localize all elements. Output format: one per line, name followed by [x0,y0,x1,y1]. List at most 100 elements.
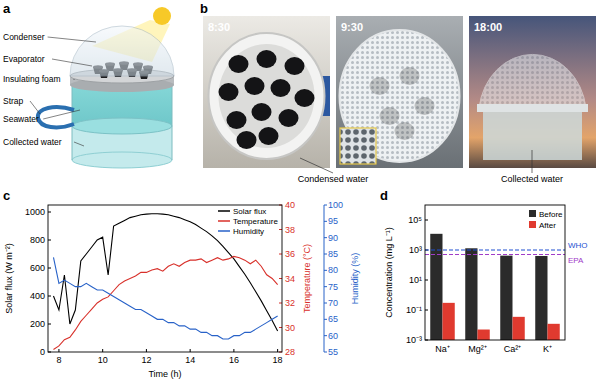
evaporator [252,103,272,121]
legend-label: After [539,221,556,230]
line-series [53,214,277,331]
rim [477,104,588,112]
condenser [479,54,586,108]
evaporator [229,55,249,73]
y3-tick-label: 65 [328,314,338,324]
seawater [72,84,172,160]
line-series [53,256,277,349]
bar [465,248,477,340]
x-tick-label: 8 [56,355,61,365]
evaporator [279,109,299,127]
y3-tick-label: 90 [328,233,338,243]
leader-line [48,37,96,42]
photo-bg [203,16,330,168]
evaporator [295,89,315,107]
y3-tick [324,335,327,336]
evaporator [259,127,279,145]
x-tick-label: Mg²⁺ [468,344,487,354]
container-edge [172,84,173,160]
y2-tick-label: 38 [285,225,295,235]
x-tick [233,349,234,352]
diagram-label: Collected water [3,137,62,147]
evaporator [271,79,291,97]
caption: Collected water [501,174,563,184]
y3-tick [324,303,327,304]
y2-tick-label: 30 [285,323,295,333]
y-tick [425,220,428,221]
y-axis-label: Solar flux (W m⁻²) [4,243,14,314]
y3-tick [324,319,327,320]
x-tick-label: 16 [229,355,239,365]
diagram-label: Condenser [3,32,45,42]
evaporator-shadow [395,122,415,140]
time-label: 9:30 [341,21,363,33]
legend-swatch [218,230,230,232]
reference-line [425,249,565,250]
panel-letter: b [200,1,208,16]
diagram-label: Strap [3,96,24,106]
y3-tick [324,270,327,271]
diagram-label: Seawater [3,114,39,124]
x-tick-label: Na⁺ [435,344,450,354]
x-tick-label: 14 [185,355,195,365]
evaporator-shadow [400,67,420,85]
plot-frame [425,205,565,340]
y2-axis-label: Temperature (°C) [302,244,312,313]
leader-line [30,101,40,114]
y-tick-label: 10⁻³ [406,335,422,345]
y2-tick [279,303,282,304]
y-tick-label: 10³ [409,245,422,255]
bar [500,256,512,340]
legend-swatch [529,210,536,217]
y-tick-label: 10⁵ [408,215,422,225]
y-tick-label: 0 [40,347,45,357]
y-tick-label: 10⁻¹ [406,305,422,315]
y3-tick-label: 85 [328,249,338,259]
bar [478,330,490,340]
y3-tick-label: 80 [328,265,338,275]
leader-line [52,59,92,66]
lines [53,214,277,350]
time-label: 8:30 [208,21,230,33]
bar [443,303,455,340]
evaporator [219,83,239,101]
reference-label: EPA [568,256,584,265]
y-tick [425,280,428,281]
bar [548,324,560,340]
legend-label: Before [539,210,563,219]
y3-tick-label: 55 [328,347,338,357]
y-axis-label: Concentration (mg L⁻¹) [384,227,394,318]
y3-axis-label: Humidity (%) [350,253,360,305]
x-tick-label: Ca²⁺ [504,344,522,354]
panel-letter: a [3,1,11,16]
y3-tick [324,254,327,255]
bar [535,256,547,340]
caption: Condensed water [298,174,369,184]
y3-tick [324,352,327,353]
y2-tick-label: 32 [285,298,295,308]
y-tick-label: 400 [30,291,45,301]
y2-tick-label: 40 [285,200,295,210]
evaporator [237,131,257,149]
evaporator-shadow [370,77,390,95]
evaporator [245,77,265,95]
photo-bg [336,16,463,168]
y3-tick [324,286,327,287]
legend-swatch [529,221,536,228]
y3-tick-label: 95 [328,216,338,226]
caption-pointer [300,158,333,173]
y-tick-label: 200 [30,319,45,329]
y2-tick-label: 36 [285,249,295,259]
collected-water [483,108,582,160]
y3-tick-label: 60 [328,331,338,341]
leader-line [74,79,75,80]
caption-pointer [532,150,533,173]
chart-c: 81012141618Time (h)02004006008001000Sola… [4,200,360,379]
evaporator-shadow [415,97,435,115]
x-tick-label: 12 [141,355,151,365]
y3-tick-label: 75 [328,282,338,292]
legend-label: Temperature [233,217,278,226]
y3-tick-label: 100 [328,200,343,210]
line-series [53,257,277,339]
x-tick [58,349,59,352]
